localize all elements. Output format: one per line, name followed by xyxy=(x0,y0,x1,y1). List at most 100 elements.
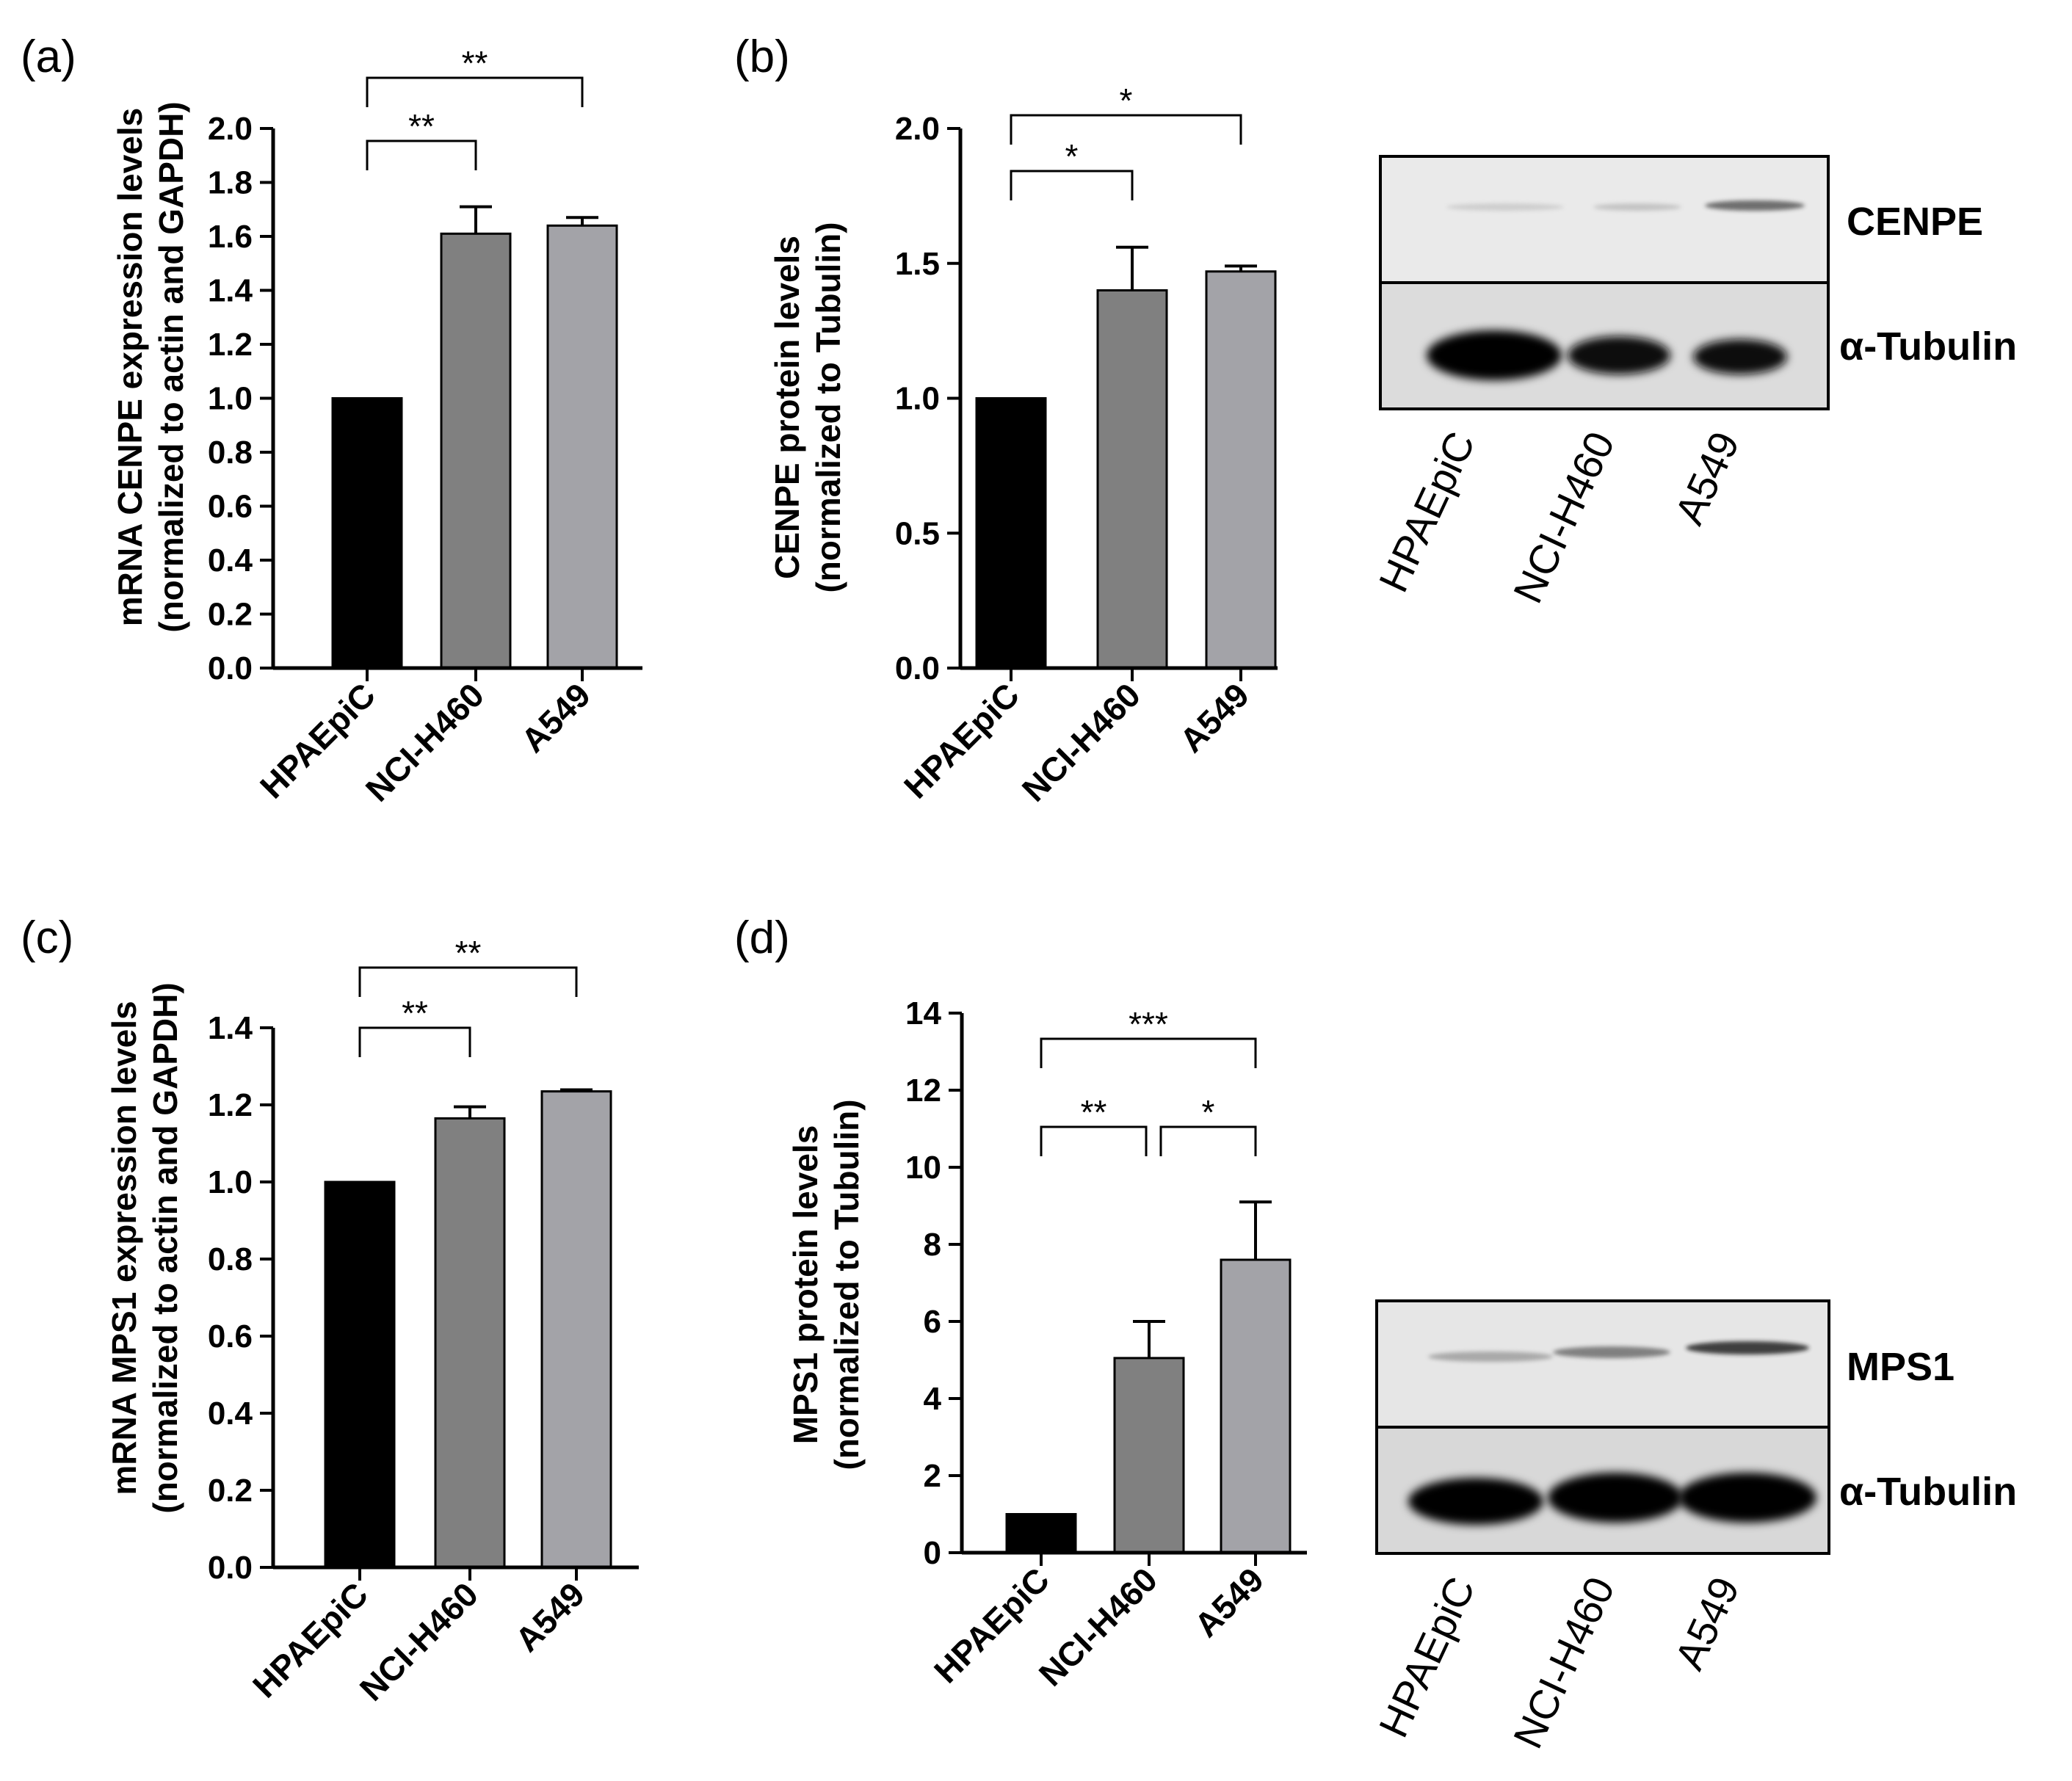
y-axis-title: mRNA CENPE expression levels (normalized… xyxy=(111,101,190,632)
bar xyxy=(975,397,1047,670)
y-tick-label: 14 xyxy=(905,995,941,1031)
y-axis-title-line-1: mRNA CENPE expression levels xyxy=(111,108,149,626)
panel-c: (c) mRNA MPS1 expression levels (normali… xyxy=(21,913,639,1708)
y-tick-label: 1.0 xyxy=(895,381,940,417)
band-cenpe-2 xyxy=(1593,203,1681,211)
y-tick-label: 0.4 xyxy=(208,1396,253,1432)
y-tick-label: 0.5 xyxy=(895,515,940,551)
y-tick-label: 10 xyxy=(905,1150,941,1186)
blot-band-label-top: MPS1 xyxy=(1847,1345,1955,1389)
plot-area: 0.00.20.40.60.81.01.21.41.61.82.0HPAEpiC… xyxy=(208,44,642,809)
panel-a: (a) mRNA CENPE expression levels (normal… xyxy=(21,32,642,809)
y-axis-title-line-2: (normalized to Tubulin) xyxy=(809,222,847,592)
y-tick-label: 0.2 xyxy=(208,1473,253,1509)
blot-lane-label: A549 xyxy=(1666,424,1748,531)
western-blot-mps1: MPS1 α-Tubulin HPAEpiC NCI-H460 A549 xyxy=(1370,1299,2017,1755)
significance-label: * xyxy=(1120,81,1133,120)
significance-bracket xyxy=(358,1026,471,1057)
y-tick-label: 0.6 xyxy=(208,489,253,525)
y-tick-label: 0.0 xyxy=(208,1550,253,1586)
blot-band-box-top xyxy=(1375,1299,1830,1429)
y-axis-title-line-1: mRNA MPS1 expression levels xyxy=(105,1001,143,1495)
y-tick-label: 2.0 xyxy=(208,111,253,147)
bar xyxy=(1005,1513,1077,1554)
y-tick-label: 0.4 xyxy=(208,543,253,578)
band-cenpe-3 xyxy=(1705,200,1805,211)
significance-label: * xyxy=(1065,137,1079,175)
y-axis-title: MPS1 protein levels (normalized to Tubul… xyxy=(786,1099,866,1470)
y-tick-label: 0.0 xyxy=(208,650,253,686)
band-cenpe-1 xyxy=(1446,203,1564,211)
y-tick-label: 6 xyxy=(924,1304,941,1340)
y-tick-label: 1.4 xyxy=(208,273,253,309)
significance-label: *** xyxy=(1129,1005,1168,1043)
y-tick-label: 12 xyxy=(905,1073,941,1109)
bar xyxy=(540,1090,612,1569)
y-tick-label: 2.0 xyxy=(895,111,940,147)
blot-lane-label: NCI-H460 xyxy=(1504,1570,1623,1755)
significance-label: ** xyxy=(402,994,428,1032)
blot-lane-label: A549 xyxy=(1666,1570,1748,1676)
y-tick-label: 0.0 xyxy=(895,650,940,686)
y-axis-title: mRNA MPS1 expression levels (normalized … xyxy=(105,982,184,1513)
y-tick-label: 0.6 xyxy=(208,1318,253,1354)
x-tick-label: HPAEpiC xyxy=(896,675,1026,805)
band-tubulin-1 xyxy=(1408,1478,1543,1525)
y-axis-title-line-2: (normalized to Tubulin) xyxy=(827,1099,866,1470)
blot-lane-label: NCI-H460 xyxy=(1504,424,1623,609)
significance-label: ** xyxy=(408,107,435,145)
bar xyxy=(331,397,403,670)
x-tick-label: NCI-H460 xyxy=(352,1575,485,1708)
western-blot-cenpe: CENPE α-Tubulin HPAEpiC NCI-H460 A549 xyxy=(1370,155,2017,610)
significance-bracket xyxy=(1159,1125,1257,1156)
bar xyxy=(1113,1357,1185,1554)
blot-band-label-bottom: α-Tubulin xyxy=(1839,324,2017,369)
panel-label: (b) xyxy=(734,32,790,82)
bar xyxy=(324,1180,396,1569)
y-tick-label: 8 xyxy=(924,1227,941,1263)
significance-bracket xyxy=(1040,1037,1257,1068)
panel-b: (b) CENPE protein levels (normalized to … xyxy=(734,32,2017,809)
x-tick-label: A549 xyxy=(508,1575,593,1659)
y-tick-label: 0 xyxy=(924,1535,941,1571)
y-tick-label: 0.2 xyxy=(208,597,253,633)
y-tick-label: 1.6 xyxy=(208,219,253,255)
band-mps1-3 xyxy=(1686,1341,1809,1354)
significance-bracket xyxy=(366,139,477,170)
y-tick-label: 1.0 xyxy=(208,1164,253,1200)
bar xyxy=(434,1117,506,1569)
significance-label: ** xyxy=(455,934,482,972)
y-axis-title-line-1: MPS1 protein levels xyxy=(786,1125,825,1445)
significance-label: ** xyxy=(1081,1093,1107,1131)
y-tick-label: 1.2 xyxy=(208,327,253,363)
panel-label: (d) xyxy=(734,913,790,963)
band-mps1-2 xyxy=(1553,1346,1670,1358)
blot-band-box-top xyxy=(1379,155,1830,284)
y-tick-label: 1.8 xyxy=(208,165,253,201)
significance-bracket xyxy=(1010,114,1242,145)
x-tick-label: NCI-H460 xyxy=(1015,675,1148,808)
y-tick-label: 0.8 xyxy=(208,1241,253,1277)
y-tick-label: 4 xyxy=(924,1381,942,1417)
y-tick-label: 1.2 xyxy=(208,1087,253,1123)
band-tubulin-3 xyxy=(1678,1473,1816,1523)
y-axis-title-line-1: CENPE protein levels xyxy=(768,236,806,579)
y-tick-label: 1.0 xyxy=(208,381,253,417)
blot-lane-label: HPAEpiC xyxy=(1370,1570,1484,1744)
panel-label: (c) xyxy=(21,913,73,963)
x-tick-label: NCI-H460 xyxy=(358,675,491,808)
significance-bracket xyxy=(366,76,584,107)
significance-bracket xyxy=(1040,1125,1148,1156)
y-tick-label: 2 xyxy=(924,1458,941,1494)
x-tick-label: A549 xyxy=(1187,1560,1272,1644)
bar xyxy=(440,232,512,670)
y-tick-label: 1.4 xyxy=(208,1010,253,1046)
band-tubulin-2 xyxy=(1548,1473,1683,1523)
y-tick-label: 1.5 xyxy=(895,246,940,282)
blot-band-label-bottom: α-Tubulin xyxy=(1839,1470,2017,1514)
significance-bracket xyxy=(1010,170,1134,200)
